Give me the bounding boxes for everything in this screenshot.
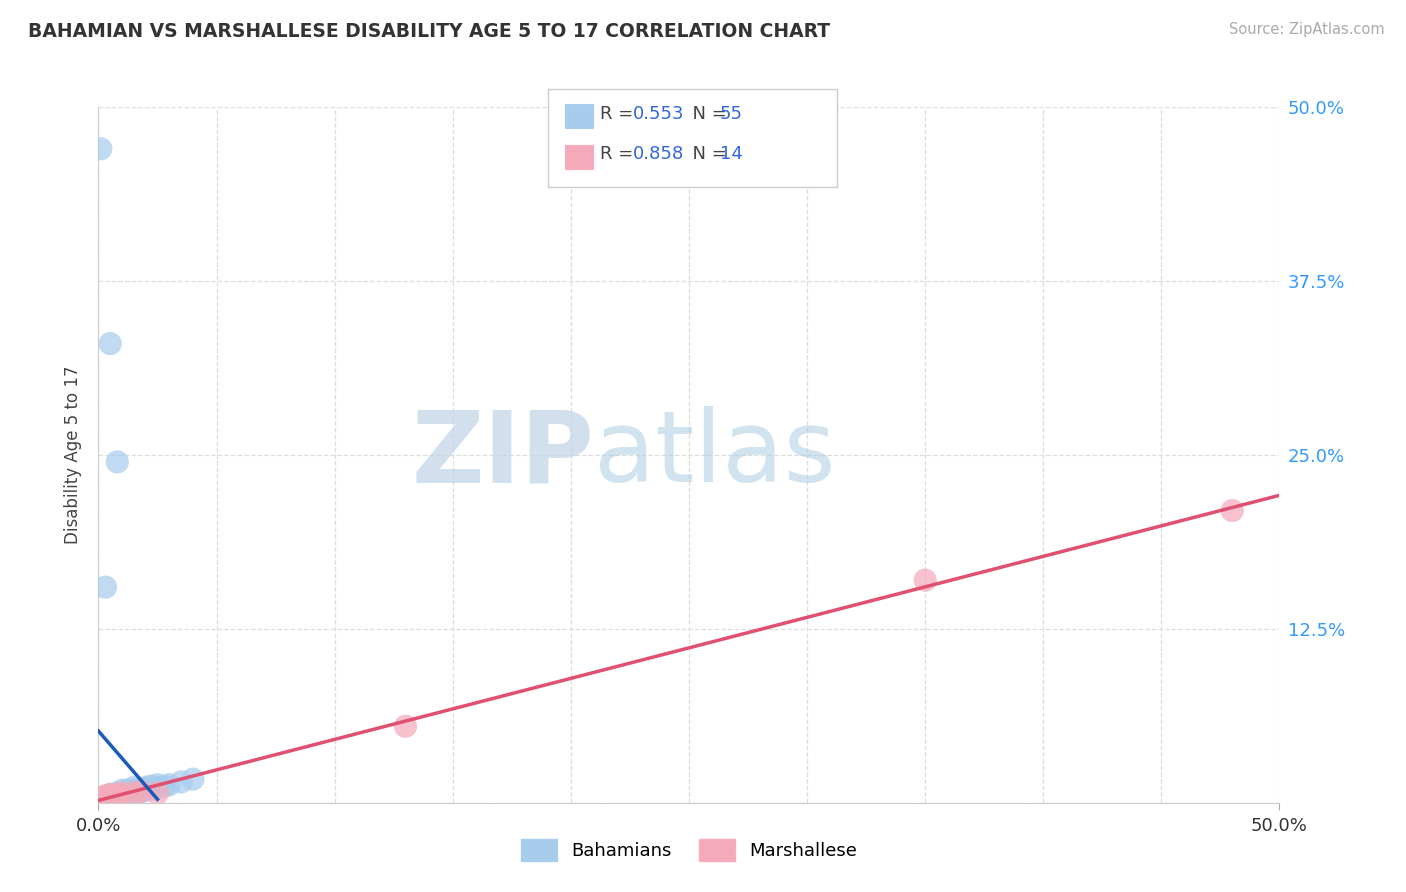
Point bbox=[98, 790, 121, 805]
Point bbox=[97, 794, 120, 808]
Point bbox=[135, 780, 157, 795]
Point bbox=[122, 780, 145, 795]
Point bbox=[157, 778, 180, 792]
Point bbox=[104, 793, 127, 807]
Point bbox=[91, 794, 114, 808]
Point bbox=[122, 786, 145, 800]
Point bbox=[105, 791, 128, 805]
Point bbox=[122, 783, 145, 797]
Point bbox=[115, 783, 138, 797]
Point bbox=[97, 791, 120, 805]
Point bbox=[111, 791, 134, 805]
Point bbox=[91, 791, 114, 805]
Point bbox=[129, 785, 152, 799]
Point bbox=[181, 772, 204, 786]
Point bbox=[914, 573, 936, 587]
Point bbox=[121, 783, 143, 797]
Point bbox=[111, 786, 134, 800]
Point bbox=[129, 781, 152, 796]
Point bbox=[105, 455, 128, 469]
Point bbox=[90, 142, 112, 156]
Point bbox=[146, 780, 169, 795]
Point bbox=[108, 788, 131, 802]
Point bbox=[87, 796, 110, 810]
Point bbox=[115, 789, 138, 803]
Text: 55: 55 bbox=[720, 105, 742, 123]
Point bbox=[139, 779, 162, 793]
Point bbox=[101, 789, 124, 803]
Point bbox=[98, 793, 121, 807]
Point bbox=[98, 788, 121, 802]
Text: ZIP: ZIP bbox=[412, 407, 595, 503]
Point bbox=[146, 778, 169, 792]
Y-axis label: Disability Age 5 to 17: Disability Age 5 to 17 bbox=[65, 366, 83, 544]
Text: R =: R = bbox=[600, 105, 640, 123]
Point bbox=[108, 790, 131, 805]
Text: Source: ZipAtlas.com: Source: ZipAtlas.com bbox=[1229, 22, 1385, 37]
Point bbox=[104, 790, 127, 805]
Point bbox=[97, 790, 120, 805]
Point bbox=[101, 791, 124, 805]
Point bbox=[105, 789, 128, 803]
Point bbox=[91, 790, 114, 805]
Point bbox=[118, 788, 141, 802]
Point bbox=[118, 785, 141, 799]
Point bbox=[125, 785, 148, 799]
Point bbox=[90, 793, 112, 807]
Point bbox=[87, 791, 110, 805]
Point bbox=[115, 786, 138, 800]
Text: 0.858: 0.858 bbox=[633, 145, 683, 163]
Text: 14: 14 bbox=[720, 145, 742, 163]
Point bbox=[111, 783, 134, 797]
Point bbox=[121, 786, 143, 800]
Point bbox=[98, 336, 121, 351]
Point bbox=[153, 779, 176, 793]
Point bbox=[105, 786, 128, 800]
Point bbox=[128, 783, 150, 797]
Point bbox=[129, 785, 152, 799]
Point bbox=[1220, 503, 1243, 517]
Text: R =: R = bbox=[600, 145, 640, 163]
Point bbox=[98, 788, 121, 802]
Text: 0.553: 0.553 bbox=[633, 105, 685, 123]
Point bbox=[94, 790, 117, 805]
Point bbox=[94, 580, 117, 594]
Point bbox=[170, 775, 193, 789]
Point bbox=[94, 793, 117, 807]
Point bbox=[111, 789, 134, 803]
Point bbox=[146, 786, 169, 800]
Point bbox=[111, 786, 134, 800]
Point bbox=[104, 788, 127, 802]
Point bbox=[394, 719, 416, 733]
Point bbox=[112, 789, 135, 803]
Text: BAHAMIAN VS MARSHALLESE DISABILITY AGE 5 TO 17 CORRELATION CHART: BAHAMIAN VS MARSHALLESE DISABILITY AGE 5… bbox=[28, 22, 831, 41]
Legend: Bahamians, Marshallese: Bahamians, Marshallese bbox=[512, 830, 866, 871]
Point bbox=[105, 788, 128, 802]
Point bbox=[112, 786, 135, 800]
Text: N =: N = bbox=[681, 105, 733, 123]
Point bbox=[135, 783, 157, 797]
Point bbox=[122, 786, 145, 800]
Point bbox=[139, 781, 162, 796]
Text: N =: N = bbox=[681, 145, 733, 163]
Point bbox=[94, 789, 117, 803]
Point bbox=[101, 789, 124, 803]
Text: atlas: atlas bbox=[595, 407, 837, 503]
